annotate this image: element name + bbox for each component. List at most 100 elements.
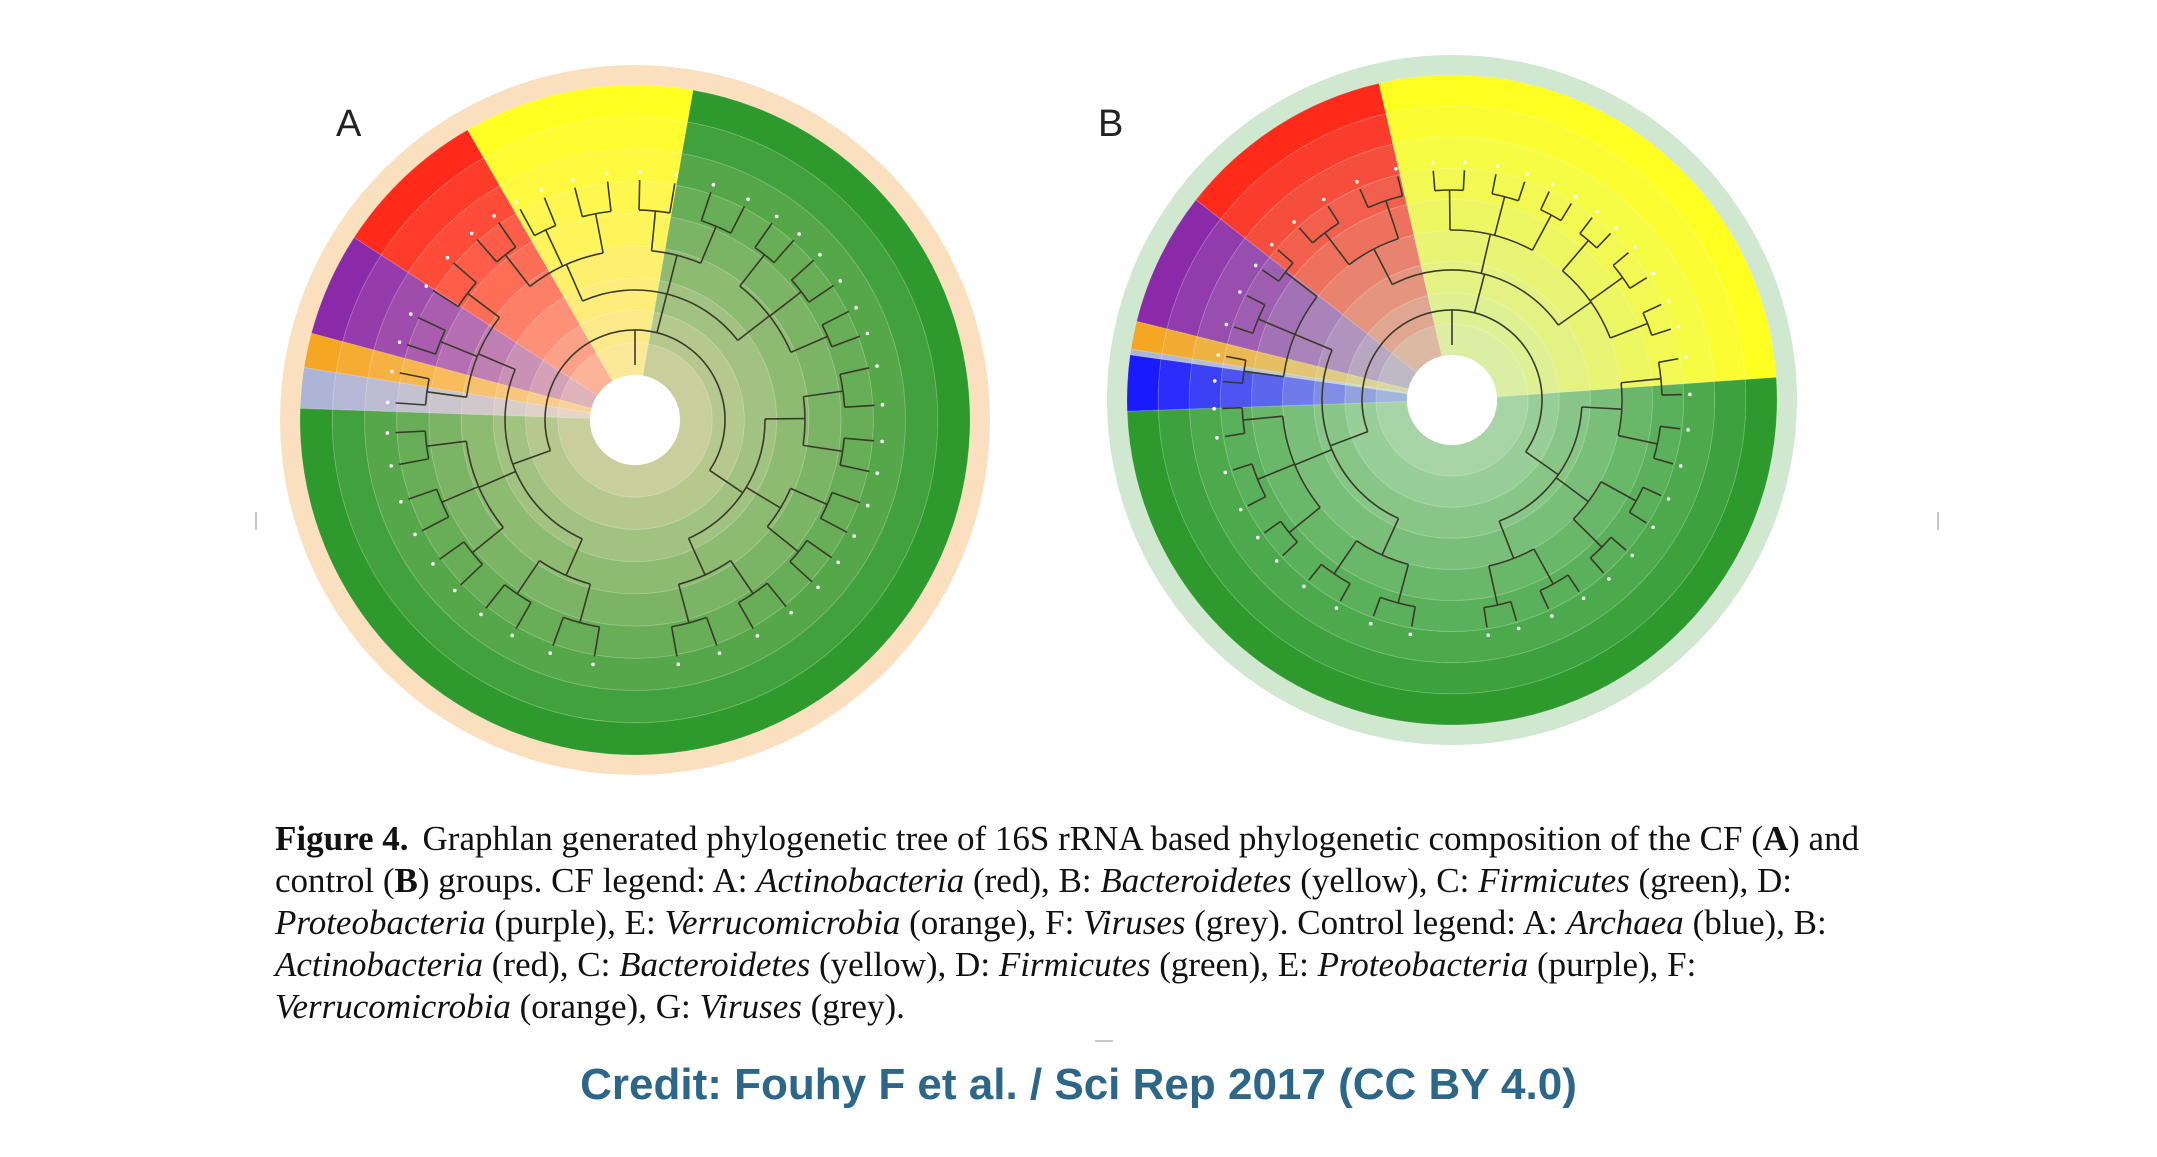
leaf-node [413,532,417,537]
caption-part: Viruses [1083,903,1186,942]
leaf-node [1321,197,1326,202]
leaf-node [1550,614,1554,618]
leaf-node [390,369,394,374]
left-edge-mark [255,512,257,530]
leaf-node [1595,209,1599,214]
caption-part: Verrucomicrobia [275,987,511,1026]
leaf-node [1630,553,1634,558]
caption-part: Firmicutes [1478,861,1630,900]
leaf-node [548,651,553,655]
leaf-node [1516,626,1521,631]
leaf-node [1651,271,1656,276]
leaf-node [604,171,609,176]
leaf-node [424,284,429,288]
leaf-node [469,231,474,236]
leaf-node [755,633,760,638]
leaf-node [717,651,722,655]
caption-part: Bacteroidetes [619,945,811,984]
leaf-node [1224,322,1229,327]
sector-firmicutes [299,89,971,756]
phylogenetic-tree-a [280,65,990,775]
leaf-node [838,279,843,283]
leaf-node [816,585,820,590]
caption-part: Verrucomicrobia [664,903,901,942]
leaf-node [1486,633,1490,638]
sector-actinobacteria [353,129,614,397]
leaf-node [818,252,822,257]
sector-actinobacteria [1195,82,1443,373]
caption-part: ) groups. CF legend: A: [417,861,757,900]
leaf-node [591,662,595,667]
caption-part: Proteobacteria [1317,945,1529,984]
leaf-node [1581,596,1586,601]
leaf-node [385,431,390,435]
caption-part: (orange), G: [510,987,700,1026]
caption-part: Archaea [1566,903,1684,942]
tree-center [1407,355,1497,445]
leaf-node [880,403,885,407]
leaf-node [674,173,678,178]
sector-verrucomicrobia [1130,320,1409,394]
caption-part: ) and control ( [275,819,1860,900]
leaf-node [1215,435,1219,440]
leaf-node [1274,559,1279,563]
leaf-node [431,562,435,566]
leaf-node [514,200,519,205]
leaf-node [638,170,642,174]
leaf-node [1573,194,1578,199]
tree-branches [1222,170,1682,628]
caption-part: (orange), F: [900,903,1084,942]
leaf-node [1651,525,1655,530]
image-credit: Credit: Fouhy F et al. / Sci Rep 2017 (C… [580,1060,1577,1109]
caption-part: (green), E: [1150,945,1318,984]
leaf-node [1394,166,1398,171]
caption-part: Proteobacteria [275,903,486,942]
caption-part: (purple), E: [485,903,665,942]
figure-caption: Figure 4. Graphlan generated phylogenetic… [275,818,1915,1028]
leaf-node [875,364,879,368]
leaf-node [479,612,483,617]
caption-part: (grey). Control legend: A: [1185,903,1567,942]
leaf-node [1632,245,1637,250]
leaf-node [774,214,779,219]
sector-proteobacteria [310,236,598,409]
caption-part: Graphlan generated phylogenetic tree of … [422,819,1763,858]
figure-number: Figure 4. [275,819,409,858]
leaf-node [399,499,403,504]
sector-bacteroidetes [1378,74,1777,398]
caption-part: Viruses [699,987,802,1026]
leaf-node [797,232,801,236]
leaf-node [852,534,856,538]
caption-part: Bacteroidetes [1100,861,1292,900]
sector-viruses [299,367,592,419]
leaf-node [1223,470,1228,475]
leaf-node [510,633,514,638]
tree-branches [395,180,875,657]
sector-bacteroidetes [466,84,694,382]
leaf-node [1686,428,1690,432]
leaf-node [1368,621,1373,626]
leaf-node [1212,406,1216,411]
leaf-node [1666,497,1671,501]
leaf-node [1614,225,1618,230]
caption-part: B [394,861,418,900]
leaf-node [1607,577,1611,581]
leaf-node [746,197,750,202]
leaf-node [408,312,413,316]
leaf-node [1302,584,1306,589]
tree-center [590,375,680,465]
leaf-node [865,331,870,336]
leaf-node [1463,160,1467,165]
leaf-node [385,400,390,405]
caption-part: (red), B: [964,861,1101,900]
caption-part: Actinobacteria [275,945,484,984]
bottom-center-mark [1095,1040,1113,1042]
leaf-node [1216,353,1221,357]
caption-part: (blue), B: [1683,903,1827,942]
leaf-node [571,178,575,182]
leaf-node [875,471,880,476]
leaf-node [445,255,450,260]
leaf-node [1678,464,1683,468]
leaf-node [1292,220,1296,224]
sector-proteobacteria [1136,199,1418,390]
